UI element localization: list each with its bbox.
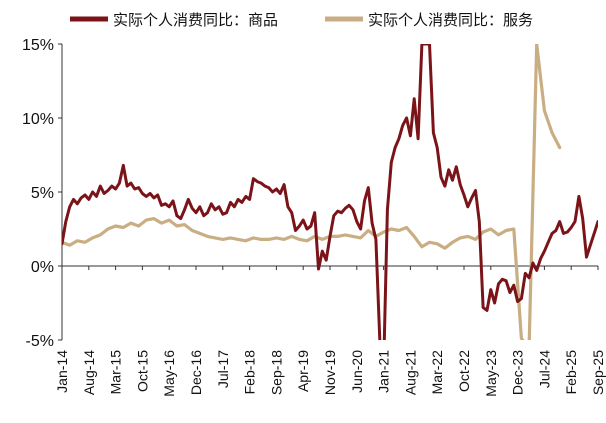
x-tick-label: Sep-18: [268, 350, 284, 395]
x-tick-label: Aug-21: [402, 350, 418, 395]
legend: 实际个人消费同比：商品 实际个人消费同比：服务: [70, 12, 533, 29]
x-tick-label: Jan-14: [54, 350, 70, 393]
x-tick-label: May-23: [483, 350, 499, 397]
x-tick-label: Apr-19: [295, 350, 311, 392]
series-layer: [62, 44, 598, 340]
x-tick-label: Aug-14: [81, 350, 97, 395]
y-tick-label: 15%: [22, 37, 54, 54]
y-tick-label: 0%: [31, 259, 54, 276]
axes: 15% 10% 5% 0% -5%Jan-14 Aug-14 Mar-15 Oct-15 May…: [22, 37, 606, 397]
y-tick-label: 10%: [22, 111, 54, 128]
x-tick-label: Jun-20: [349, 350, 365, 393]
legend-label-goods: 实际个人消费同比：商品: [113, 12, 278, 29]
x-tick-label: Oct-15: [134, 350, 150, 392]
x-tick-label: Dec-16: [188, 350, 204, 395]
x-tick-label: Jul-17: [215, 350, 231, 388]
x-tick-label: May-16: [161, 350, 177, 397]
x-tick-label: Oct-22: [456, 350, 472, 392]
y-tick-label: 5%: [31, 185, 54, 202]
x-tick-label: Dec-23: [510, 350, 526, 395]
x-tick-label: Mar-15: [108, 350, 124, 395]
legend-label-services: 实际个人消费同比：服务: [368, 12, 533, 29]
series-line-goods: [62, 44, 598, 340]
y-tick-label: -5%: [26, 333, 54, 350]
x-tick-label: Feb-18: [242, 350, 258, 395]
x-tick-label: Nov-19: [322, 350, 338, 395]
x-tick-label: Mar-22: [429, 350, 445, 395]
x-tick-label: Feb-25: [563, 350, 579, 395]
x-tick-label: Sep-25: [590, 350, 606, 395]
x-tick-label: Jan-21: [376, 350, 392, 393]
x-tick-label: Jul-24: [536, 350, 552, 388]
series-line-services: [62, 44, 562, 340]
